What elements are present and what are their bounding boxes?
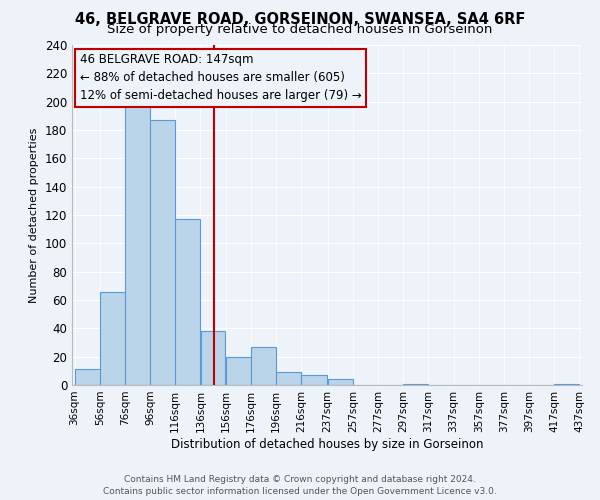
Bar bbox=[75, 370, 100, 385]
Bar bbox=[301, 375, 328, 385]
Text: 46 BELGRAVE ROAD: 147sqm
← 88% of detached houses are smaller (605)
12% of semi-: 46 BELGRAVE ROAD: 147sqm ← 88% of detach… bbox=[80, 54, 361, 102]
Text: Contains HM Land Registry data © Crown copyright and database right 2024.
Contai: Contains HM Land Registry data © Crown c… bbox=[103, 474, 497, 496]
Bar bbox=[554, 384, 579, 385]
Bar bbox=[328, 380, 353, 385]
Bar bbox=[125, 102, 150, 385]
Bar bbox=[276, 372, 301, 385]
Bar bbox=[175, 219, 200, 385]
Bar bbox=[251, 347, 276, 385]
Bar bbox=[150, 120, 175, 385]
Text: 46, BELGRAVE ROAD, GORSEINON, SWANSEA, SA4 6RF: 46, BELGRAVE ROAD, GORSEINON, SWANSEA, S… bbox=[75, 12, 525, 28]
Y-axis label: Number of detached properties: Number of detached properties bbox=[29, 128, 39, 302]
Text: Size of property relative to detached houses in Gorseinon: Size of property relative to detached ho… bbox=[107, 22, 493, 36]
Bar bbox=[100, 292, 125, 385]
Bar bbox=[200, 331, 226, 385]
Bar bbox=[226, 356, 251, 385]
X-axis label: Distribution of detached houses by size in Gorseinon: Distribution of detached houses by size … bbox=[171, 438, 483, 450]
Bar bbox=[403, 384, 428, 385]
